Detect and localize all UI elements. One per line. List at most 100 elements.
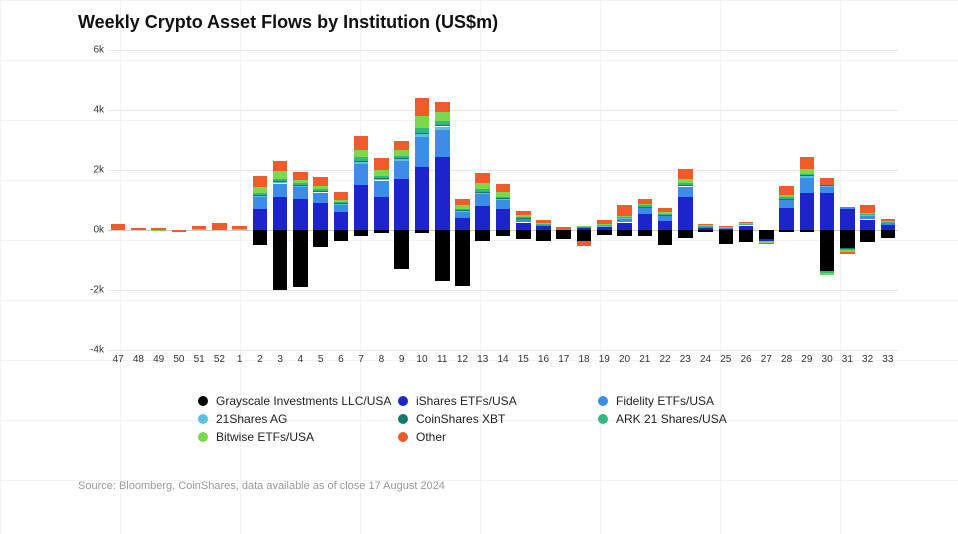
bar-segment	[617, 219, 632, 223]
bar-column	[881, 50, 896, 350]
bar-segment	[455, 199, 470, 205]
bar-segment	[759, 230, 774, 239]
bar-column	[415, 50, 430, 350]
xtick-label: 51	[194, 354, 205, 365]
bar-segment	[779, 186, 794, 195]
bar-segment	[192, 229, 207, 230]
bar-segment	[394, 150, 409, 157]
bar-segment	[860, 214, 875, 215]
bar-segment	[638, 208, 653, 214]
bar-segment	[374, 197, 389, 230]
bar-segment	[435, 230, 450, 281]
bar-column	[253, 50, 268, 350]
bar-column	[820, 50, 835, 350]
xtick-label: 33	[882, 354, 893, 365]
xtick-label: 47	[113, 354, 124, 365]
bar-segment	[253, 195, 268, 196]
bar-column	[354, 50, 369, 350]
xtick-label: 16	[538, 354, 549, 365]
xtick-label: 7	[358, 354, 364, 365]
legend-label: Other	[416, 430, 446, 444]
legend-swatch	[598, 414, 608, 424]
legend-row: Grayscale Investments LLC/USAiShares ETF…	[198, 394, 838, 448]
bar-segment	[840, 207, 855, 209]
bar-column	[577, 50, 592, 350]
bar-segment	[840, 230, 855, 248]
xtick-label: 6	[338, 354, 344, 365]
xtick-label: 27	[761, 354, 772, 365]
bar-segment	[516, 219, 531, 223]
xtick-label: 52	[214, 354, 225, 365]
bar-column	[638, 50, 653, 350]
bar-segment	[820, 230, 835, 271]
xtick-label: 4	[298, 354, 304, 365]
bar-segment	[719, 230, 734, 244]
bar-segment	[435, 102, 450, 113]
bar-segment	[394, 158, 409, 159]
bar-segment	[860, 205, 875, 213]
bar-segment	[779, 230, 794, 232]
bar-segment	[678, 230, 693, 238]
bar-segment	[394, 161, 409, 179]
bar-segment	[860, 215, 875, 216]
xtick-label: 50	[173, 354, 184, 365]
bar-segment	[759, 243, 774, 244]
bar-segment	[415, 230, 430, 233]
bar-segment	[435, 127, 450, 130]
bar-segment	[313, 186, 328, 190]
bar-segment	[658, 212, 673, 214]
bar-segment	[475, 192, 490, 193]
bar-column	[556, 50, 571, 350]
xtick-label: 28	[781, 354, 792, 365]
legend-label: ARK 21 Shares/USA	[616, 412, 727, 426]
bar-segment	[516, 211, 531, 216]
bar-segment	[232, 226, 247, 230]
bar-segment	[415, 98, 430, 116]
bar-segment	[293, 180, 308, 183]
bar-segment	[435, 112, 450, 121]
bar-segment	[617, 223, 632, 231]
legend-item: 21Shares AG	[198, 412, 398, 426]
bar-column	[739, 50, 754, 350]
bar-segment	[800, 230, 815, 232]
bar-segment	[334, 205, 349, 213]
bar-column	[232, 50, 247, 350]
bar-column	[131, 50, 146, 350]
chart-container: -4k-2k0k2k4k6k47484950515212345678910111…	[78, 50, 898, 370]
bar-segment	[658, 216, 673, 221]
legend-label: Fidelity ETFs/USA	[616, 394, 714, 408]
bar-segment	[354, 157, 369, 161]
bar-segment	[334, 212, 349, 230]
bar-column	[719, 50, 734, 350]
bar-segment	[131, 228, 146, 230]
bar-segment	[334, 202, 349, 203]
bar-segment	[597, 225, 612, 226]
bar-segment	[273, 197, 288, 230]
bar-segment	[273, 181, 288, 182]
gridline	[108, 350, 898, 351]
bar-segment	[860, 230, 875, 242]
bar-segment	[800, 157, 815, 170]
bar-column	[516, 50, 531, 350]
bar-segment	[374, 158, 389, 170]
bar-segment	[800, 175, 815, 176]
bar-segment	[800, 174, 815, 176]
xtick-label: 30	[822, 354, 833, 365]
bar-column	[698, 50, 713, 350]
bar-segment	[374, 178, 389, 179]
bar-segment	[779, 208, 794, 231]
bar-segment	[394, 179, 409, 230]
bar-segment	[293, 172, 308, 180]
bar-segment	[820, 186, 835, 187]
bar-segment	[313, 230, 328, 247]
bar-segment	[435, 130, 450, 157]
bar-segment	[253, 195, 268, 197]
bar-column	[597, 50, 612, 350]
legend-item: CoinShares XBT	[398, 412, 598, 426]
bar-segment	[658, 215, 673, 216]
bar-column	[678, 50, 693, 350]
bar-segment	[354, 185, 369, 230]
bar-segment	[455, 212, 470, 218]
bar-segment	[111, 224, 126, 230]
bar-segment	[597, 224, 612, 225]
